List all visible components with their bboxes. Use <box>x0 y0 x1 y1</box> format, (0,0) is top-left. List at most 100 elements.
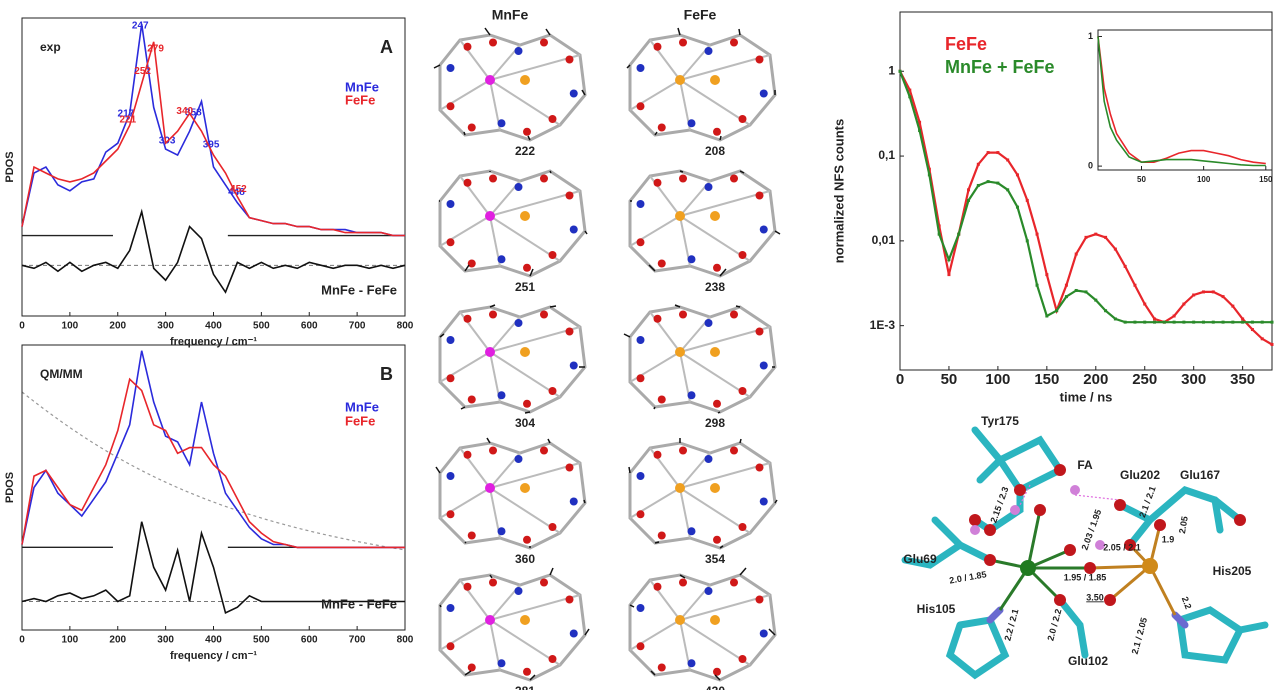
mode-structure <box>628 438 778 550</box>
displacement-arrow <box>439 604 442 608</box>
mn-atom <box>1020 560 1036 576</box>
x-axis-label: time / ns <box>1060 389 1113 404</box>
x-tick-label: 250 <box>1132 371 1157 388</box>
metal-atom <box>675 347 685 357</box>
atom <box>463 178 472 187</box>
mode-structure <box>435 437 587 550</box>
displacement-arrow <box>654 131 658 136</box>
data-point <box>1104 309 1108 313</box>
bonds <box>489 54 581 81</box>
displacement-arrow <box>484 27 491 36</box>
plot-frame <box>899 11 1273 371</box>
peak-label: 452 <box>230 184 247 195</box>
atom <box>523 399 531 408</box>
y-axis-label: PDOS <box>4 151 16 182</box>
nitrogen-bonds <box>986 606 1189 629</box>
data-point <box>1133 320 1137 324</box>
panel-letter: A <box>380 37 393 57</box>
metal-atom <box>520 483 530 493</box>
x-tick-label: 150 <box>1259 175 1273 184</box>
atom <box>548 251 557 259</box>
metal-atom <box>710 211 720 221</box>
data-point <box>1211 320 1215 324</box>
data-line <box>21 521 405 615</box>
atom <box>467 531 476 540</box>
x-axis-label: frequency / cm⁻¹ <box>170 336 257 348</box>
x-tick-label: 700 <box>349 635 366 646</box>
atom <box>687 119 696 128</box>
data-point <box>1113 317 1117 321</box>
atom <box>446 336 455 344</box>
bonds <box>438 33 587 142</box>
mode-frequency: 354 <box>705 552 725 566</box>
bonds <box>489 351 561 398</box>
atom <box>489 310 497 319</box>
plot-frame <box>1097 29 1273 171</box>
atom <box>569 361 578 370</box>
residue-label: Glu202 <box>1120 468 1160 482</box>
data-point <box>918 120 922 124</box>
data-point <box>1015 173 1019 177</box>
mode-frequency: 360 <box>515 552 535 566</box>
atom <box>540 310 548 319</box>
data-point <box>1221 320 1225 324</box>
displacement-arrow <box>489 574 493 579</box>
displacement-arrow <box>529 268 534 277</box>
data-point <box>937 224 941 228</box>
displacement-arrow <box>549 567 554 576</box>
residue-label: His205 <box>1213 564 1252 578</box>
displacement-arrow <box>439 333 445 338</box>
metal-atom <box>710 347 720 357</box>
atom <box>653 450 662 459</box>
atom <box>738 387 747 395</box>
x-axis-label: frequency / cm⁻¹ <box>170 650 257 662</box>
atom <box>738 251 747 259</box>
bonds <box>489 215 561 262</box>
displacement-arrow <box>583 499 586 504</box>
data-point <box>986 151 990 155</box>
data-point <box>1192 293 1196 297</box>
distance-label: 1.95 / 1.85 <box>1064 572 1107 582</box>
bonds <box>489 619 561 666</box>
displacement-arrow <box>549 305 557 308</box>
displacement-arrow <box>464 264 470 272</box>
atom <box>467 663 476 672</box>
atom <box>657 531 666 540</box>
displacement-arrow <box>486 437 491 444</box>
residue-label: Glu167 <box>1180 468 1220 482</box>
panel-letter: B <box>380 364 393 384</box>
x-tick-label: 200 <box>1083 371 1108 388</box>
x-tick-label: 50 <box>1137 175 1146 184</box>
data-point <box>976 162 980 166</box>
atom <box>497 659 506 668</box>
data-point <box>957 232 961 236</box>
atom <box>738 655 747 663</box>
mode-structure <box>628 169 781 278</box>
data-point <box>1182 302 1186 306</box>
bonds <box>628 169 777 278</box>
y-tick-label: 0 <box>1088 160 1093 170</box>
displacement-arrow <box>584 628 590 636</box>
legend-entry: FeFe <box>345 92 375 107</box>
peak-label: 358 <box>185 107 202 118</box>
displacement-arrow <box>653 406 656 410</box>
data-point <box>1045 314 1049 318</box>
atom <box>467 395 476 404</box>
atom <box>730 38 738 47</box>
mode-structure <box>438 304 587 414</box>
displacement-arrow <box>527 135 531 141</box>
data-point <box>1104 235 1108 239</box>
x-tick-label: 400 <box>205 321 222 332</box>
data-point <box>1241 320 1245 324</box>
metal-bonds <box>989 509 1090 611</box>
atom <box>704 47 713 55</box>
data-point <box>976 183 980 187</box>
atom <box>679 38 687 47</box>
atom <box>489 38 497 47</box>
atom <box>540 38 548 47</box>
displacement-arrow <box>774 230 781 235</box>
atom <box>704 455 713 463</box>
bonds <box>489 190 581 217</box>
bonds <box>489 594 581 621</box>
atom <box>523 667 531 676</box>
